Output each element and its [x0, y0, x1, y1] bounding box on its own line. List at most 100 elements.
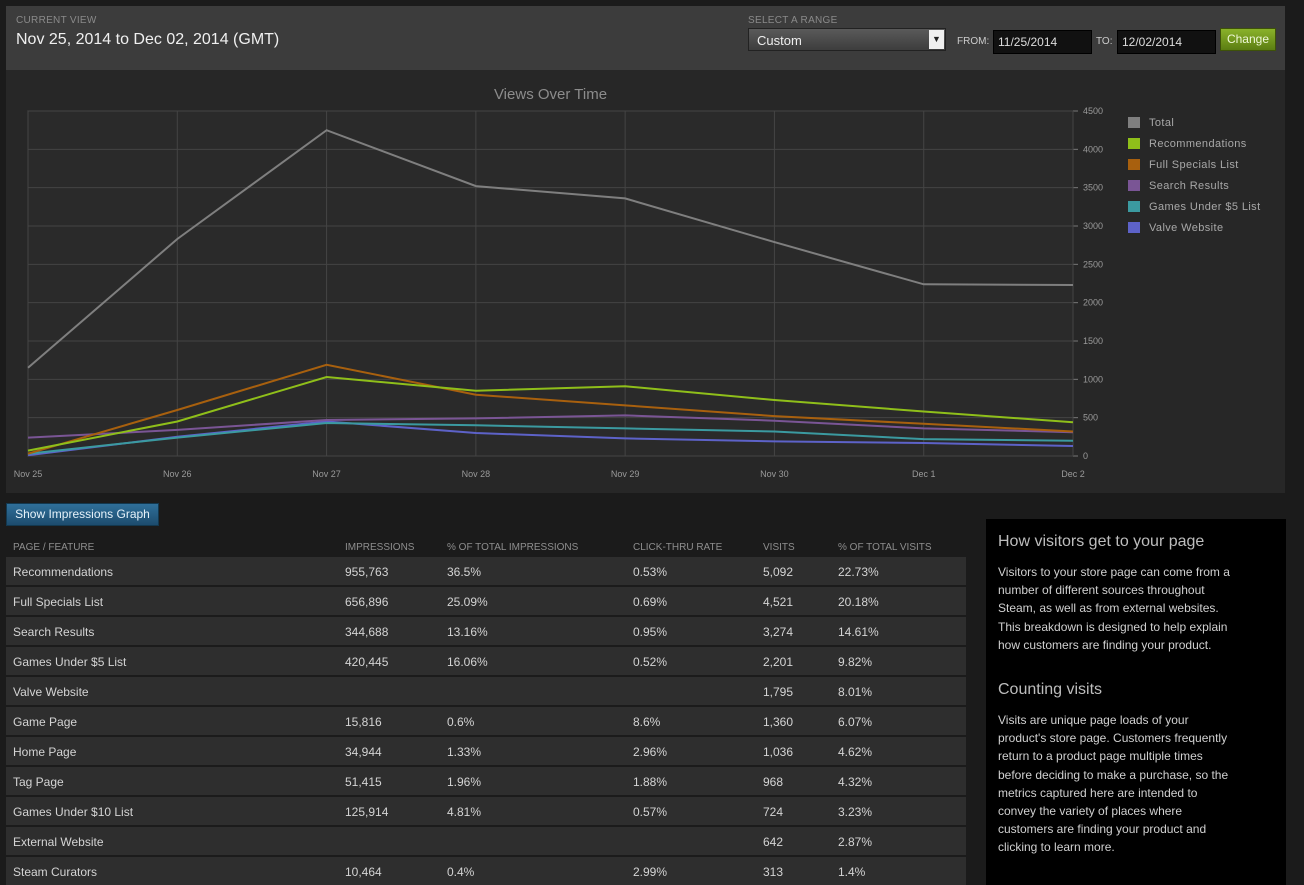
- info-heading-counting: Counting visits: [998, 681, 1103, 698]
- traffic-table: PAGE / FEATURE IMPRESSIONS % OF TOTAL IM…: [6, 539, 966, 885]
- cell-impressions: 34,944: [345, 745, 382, 759]
- table-row: Home Page 34,944 1.33% 2.96% 1,036 4.62%: [6, 737, 966, 765]
- cell-ctr: 2.96%: [633, 745, 668, 759]
- x-tick-label: Nov 25: [14, 469, 43, 479]
- cell-visits: 1,795: [763, 685, 794, 699]
- cell-impressions: 420,445: [345, 655, 389, 669]
- legend-swatch: [1128, 117, 1140, 128]
- cell-pct-impressions: 25.09%: [447, 595, 488, 609]
- col-header-visits: VISITS: [763, 542, 795, 553]
- cell-visits: 3,274: [763, 625, 794, 639]
- cell-pct-visits: 8.01%: [838, 685, 873, 699]
- cell-pct-impressions: 1.96%: [447, 775, 482, 789]
- x-tick-label: Dec 2: [1061, 469, 1085, 479]
- table-row: External Website 642 2.87%: [6, 827, 966, 855]
- cell-pct-impressions: 36.5%: [447, 565, 482, 579]
- x-tick-label: Dec 1: [912, 469, 936, 479]
- table-body: Recommendations 955,763 36.5% 0.53% 5,092 22.…: [6, 557, 966, 885]
- y-tick-label: 2000: [1083, 298, 1103, 308]
- table-row: Tag Page 51,415 1.96% 1.88% 968 4.32%: [6, 767, 966, 795]
- cell-visits: 4,521: [763, 595, 794, 609]
- y-tick-label: 3000: [1083, 221, 1103, 231]
- cell-visits: 5,092: [763, 565, 794, 579]
- cell-visits: 313: [763, 865, 784, 879]
- info-body-visitors: Visitors to your store page can come fro…: [998, 565, 1230, 652]
- cell-page: Valve Website: [13, 685, 89, 699]
- table-row: Recommendations 955,763 36.5% 0.53% 5,092 22.…: [6, 557, 966, 585]
- series-line-search-results: [27, 414, 1074, 439]
- legend-item: Search Results: [1128, 175, 1261, 196]
- legend-swatch: [1128, 222, 1140, 233]
- to-date-input[interactable]: 12/02/2014: [1117, 30, 1216, 54]
- cell-visits: 724: [763, 805, 784, 819]
- current-view-label: CURRENT VIEW: [16, 15, 97, 26]
- legend-item: Full Specials List: [1128, 154, 1261, 175]
- cell-impressions: 15,816: [345, 715, 382, 729]
- info-heading-visitors: How visitors get to your page: [998, 533, 1205, 550]
- cell-page: Game Page: [13, 715, 78, 729]
- col-header-impressions: IMPRESSIONS: [345, 542, 415, 553]
- table-row: Game Page 15,816 0.6% 8.6% 1,360 6.07%: [6, 707, 966, 735]
- cell-impressions: 955,763: [345, 565, 389, 579]
- legend-item: Total: [1128, 112, 1261, 133]
- table-row: Valve Website 1,795 8.01%: [6, 677, 966, 705]
- legend-item: Games Under $5 List: [1128, 196, 1261, 217]
- series-line-recommendations: [27, 375, 1074, 452]
- legend-label: Full Specials List: [1149, 158, 1239, 171]
- cell-visits: 968: [763, 775, 784, 789]
- cell-pct-visits: 6.07%: [838, 715, 873, 729]
- table-row: Search Results 344,688 13.16% 0.95% 3,274 14.…: [6, 617, 966, 645]
- cell-ctr: 0.57%: [633, 805, 668, 819]
- y-tick-label: 3500: [1083, 183, 1103, 193]
- change-button[interactable]: Change: [1220, 28, 1276, 51]
- cell-page: Recommendations: [13, 565, 114, 579]
- cell-pct-visits: 4.32%: [838, 775, 873, 789]
- cell-visits: 642: [763, 835, 784, 849]
- cell-pct-visits: 4.62%: [838, 745, 873, 759]
- cell-pct-impressions: 13.16%: [447, 625, 488, 639]
- from-date-input[interactable]: 11/25/2014: [993, 30, 1092, 54]
- cell-ctr: 0.95%: [633, 625, 668, 639]
- cell-page: External Website: [13, 835, 104, 849]
- x-tick-label: Nov 28: [462, 469, 491, 479]
- to-label: TO:: [1096, 36, 1113, 47]
- cell-impressions: 10,464: [345, 865, 382, 879]
- table-row: Games Under $5 List 420,445 16.06% 0.52% 2,2…: [6, 647, 966, 675]
- cell-ctr: 2.99%: [633, 865, 668, 879]
- cell-page: Games Under $5 List: [13, 655, 127, 669]
- cell-page: Full Specials List: [13, 595, 104, 609]
- from-label: FROM:: [957, 36, 990, 47]
- header-bar: CURRENT VIEW Nov 25, 2014 to Dec 02, 201…: [6, 6, 1285, 70]
- cell-pct-visits: 14.61%: [838, 625, 879, 639]
- x-tick-label: Nov 26: [163, 469, 192, 479]
- cell-visits: 2,201: [763, 655, 794, 669]
- legend-swatch: [1128, 180, 1140, 191]
- table-row: Games Under $10 List 125,914 4.81% 0.57% 724…: [6, 797, 966, 825]
- range-label: SELECT A RANGE: [748, 15, 838, 26]
- cell-page: Tag Page: [13, 775, 64, 789]
- current-view-title: Nov 25, 2014 to Dec 02, 2014 (GMT): [16, 31, 280, 48]
- y-tick-label: 0: [1083, 451, 1088, 461]
- cell-page: Search Results: [13, 625, 95, 639]
- legend-swatch: [1128, 159, 1140, 170]
- chevron-down-icon[interactable]: ▼: [929, 30, 944, 49]
- cell-ctr: 0.69%: [633, 595, 668, 609]
- table-header: PAGE / FEATURE IMPRESSIONS % OF TOTAL IM…: [6, 539, 966, 555]
- cell-impressions: 51,415: [345, 775, 382, 789]
- cell-pct-visits: 20.18%: [838, 595, 879, 609]
- cell-ctr: 0.52%: [633, 655, 668, 669]
- show-impressions-graph-button[interactable]: Show Impressions Graph: [6, 503, 159, 526]
- col-header-page: PAGE / FEATURE: [13, 542, 95, 553]
- info-body-counting: Visits are unique page loads of your pro…: [998, 713, 1229, 855]
- cell-ctr: 1.88%: [633, 775, 668, 789]
- info-panel: How visitors get to your page Visitors t…: [986, 519, 1286, 885]
- legend-label: Search Results: [1149, 179, 1230, 192]
- legend-item: Valve Website: [1128, 217, 1261, 238]
- cell-pct-visits: 9.82%: [838, 655, 873, 669]
- range-select[interactable]: Custom ▼: [748, 28, 946, 51]
- cell-page: Games Under $10 List: [13, 805, 134, 819]
- cell-ctr: 8.6%: [633, 715, 661, 729]
- legend-label: Valve Website: [1149, 221, 1224, 234]
- x-tick-label: Nov 27: [312, 469, 341, 479]
- col-header-pct-impressions: % OF TOTAL IMPRESSIONS: [447, 542, 579, 553]
